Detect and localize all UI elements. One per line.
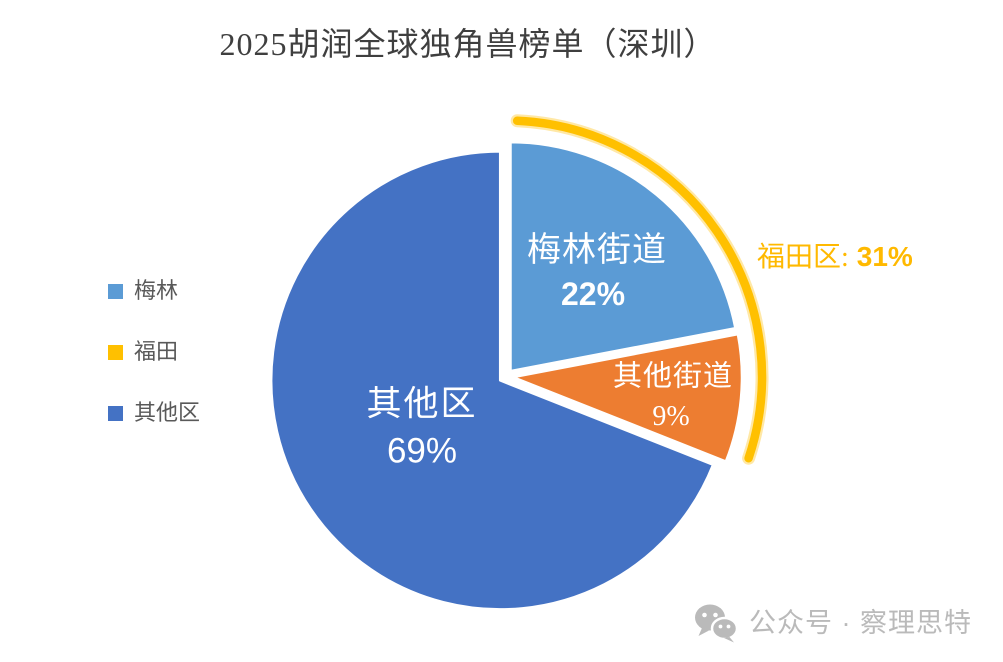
slice-label-other-streets: 其他街道 (612, 360, 734, 393)
legend-item-meilin: 梅林 (108, 279, 200, 303)
futian-highlight-arc (512, 116, 767, 463)
slice-value-meilin-street: 22% (560, 276, 626, 312)
legend-swatch-futian (108, 344, 123, 360)
chart-title: 2025胡润全球独角兽榜单（深圳） (219, 26, 717, 62)
legend-label-other-district: 其他区 (134, 400, 201, 425)
slice-label-other-district: 其他区 (366, 384, 478, 424)
legend: 梅林 福田 其他区 (108, 279, 200, 425)
legend-swatch-meilin (108, 283, 123, 299)
legend-item-other-district: 其他区 (108, 401, 200, 425)
watermark-text: 公众号 · 察理思特 (749, 607, 972, 638)
futian-annotation: 福田区: 31% (757, 240, 913, 275)
legend-label-meilin: 梅林 (134, 278, 179, 303)
wechat-icon (695, 604, 739, 643)
watermark: 公众号 · 察理思特 (693, 603, 972, 643)
slice-label-meilin-street: 梅林街道 (527, 232, 667, 269)
legend-swatch-other-district (108, 405, 123, 421)
futian-annotation-value: 31% (856, 241, 913, 272)
legend-label-futian: 福田 (134, 339, 179, 364)
futian-annotation-label: 福田区: (757, 242, 849, 273)
legend-item-futian: 福田 (108, 340, 200, 364)
pie-slice-0 (509, 140, 737, 373)
pie-slice-2 (269, 150, 715, 611)
slice-value-other-district: 69% (386, 431, 458, 471)
slice-value-other-streets: 9% (652, 401, 690, 432)
pie-slice-1 (511, 332, 744, 463)
